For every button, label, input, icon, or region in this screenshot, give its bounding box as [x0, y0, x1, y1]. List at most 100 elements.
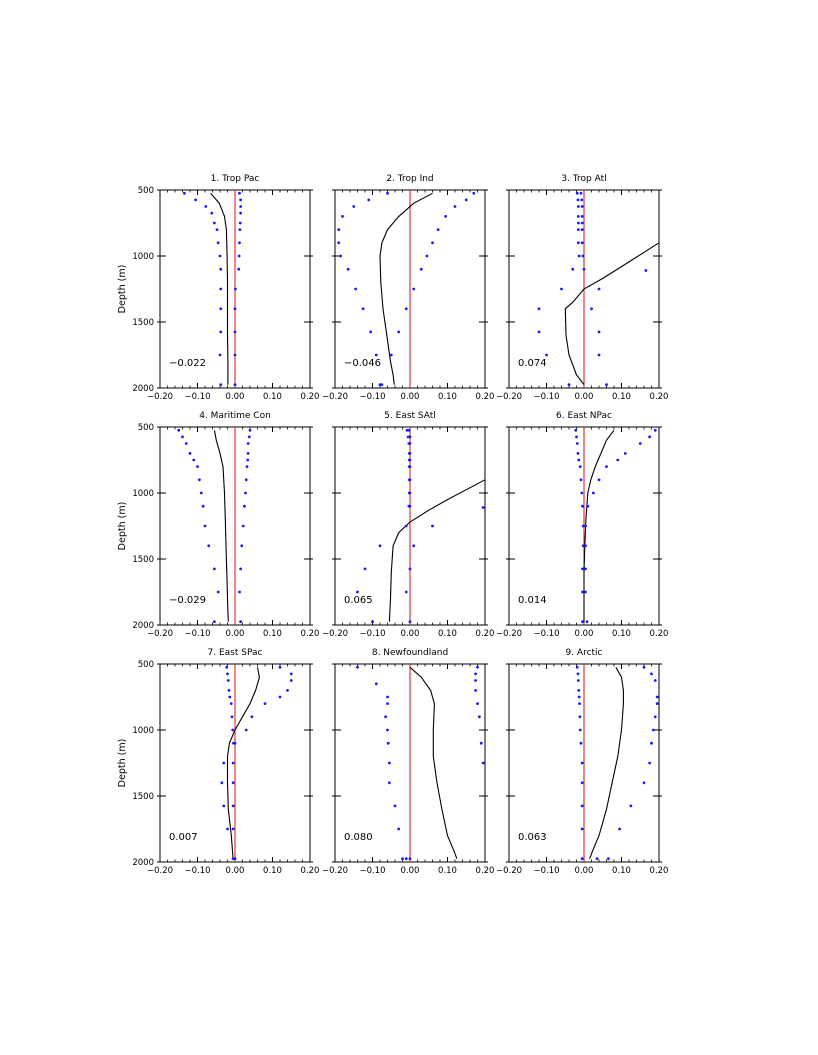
upper-bound-point	[233, 383, 237, 387]
x-tick-label: −0.20	[496, 866, 522, 876]
upper-bound-point	[582, 267, 586, 271]
lower-bound-point	[192, 458, 196, 462]
x-tick-label: −0.20	[147, 392, 173, 402]
upper-bound-point	[397, 330, 401, 334]
x-tick-label: 0.20	[650, 866, 669, 876]
upper-bound-point	[629, 804, 633, 808]
lower-bound-point	[222, 804, 226, 808]
lower-bound-point	[581, 567, 584, 571]
panel-3: 3. Trop Atl −0.20 −0.10 0.00 0.10 0.20 0.074	[496, 174, 669, 402]
lower-bound-point	[219, 383, 223, 387]
x-tick-label: −0.10	[533, 629, 559, 639]
upper-bound-point	[380, 383, 384, 387]
upper-bound-point	[474, 679, 478, 682]
upper-bound-point	[474, 672, 478, 676]
panel-title: 7. East SPac	[208, 648, 263, 658]
lower-bound-point	[393, 804, 397, 808]
panel-annotation: 0.014	[518, 595, 547, 606]
panel-title: 8. Newfoundland	[372, 648, 448, 658]
lower-bound-point	[225, 665, 229, 669]
upper-bound-point	[231, 781, 235, 785]
upper-bound-point	[239, 211, 243, 215]
lower-bound-point	[387, 761, 391, 765]
upper-bound-point	[476, 665, 479, 669]
x-tick-label: 0.00	[401, 392, 420, 402]
outlier-point	[644, 269, 648, 272]
upper-bound-point	[584, 590, 587, 594]
upper-bound-point	[238, 221, 242, 225]
upper-bound-point	[642, 781, 646, 785]
upper-bound-point	[278, 665, 282, 669]
lower-bound-point	[404, 857, 408, 861]
x-tick-label: 0.20	[476, 866, 495, 876]
mean-profile-line	[388, 479, 486, 622]
lower-bound-point	[337, 241, 341, 245]
upper-bound-point	[580, 241, 584, 245]
upper-bound-point	[389, 353, 393, 357]
lower-bound-point	[199, 491, 203, 495]
mean-profile-line	[583, 429, 615, 622]
panel-title: 5. East SAtl	[384, 411, 436, 421]
panel-title: 2. Trop Ind	[386, 174, 433, 184]
x-tick-label: −0.10	[184, 392, 210, 402]
y-axis-label: Depth (m)	[117, 265, 128, 314]
lower-bound-point	[181, 435, 184, 439]
x-tick-label: 0.20	[301, 866, 320, 876]
lower-bound-point	[537, 330, 541, 334]
upper-bound-point	[477, 715, 481, 719]
y-axis-label: Depth (m)	[117, 739, 128, 788]
upper-bound-point	[605, 465, 608, 468]
x-tick-label: −0.20	[147, 629, 173, 639]
lower-bound-point	[581, 544, 585, 548]
upper-bound-point	[606, 857, 610, 861]
lower-bound-point	[401, 857, 404, 861]
lower-bound-point	[397, 827, 401, 831]
panel-title: 4. Maritime Con	[199, 411, 271, 421]
lower-bound-point	[231, 728, 235, 732]
y-tick-label: 1000	[132, 252, 154, 262]
upper-bound-point	[244, 478, 248, 482]
lower-bound-point	[356, 590, 359, 594]
lower-bound-point	[571, 267, 575, 271]
lower-bound-point	[578, 728, 582, 732]
lower-bound-point	[219, 287, 223, 291]
lower-bound-point	[580, 827, 584, 831]
upper-bound-point	[580, 198, 584, 202]
x-tick-label: 0.00	[401, 866, 420, 876]
panel-title: 9. Arctic	[565, 648, 602, 658]
mean-profile-line	[213, 430, 229, 622]
lower-bound-point	[581, 504, 584, 508]
x-tick-label: −0.20	[322, 629, 348, 639]
upper-bound-point	[239, 567, 243, 571]
lower-bound-point	[210, 211, 214, 215]
lower-bound-point	[578, 715, 582, 719]
lower-bound-point	[228, 695, 232, 699]
lower-bound-point	[386, 741, 390, 745]
upper-bound-point	[238, 191, 241, 195]
lower-bound-point	[575, 435, 578, 439]
x-tick-label: 0.20	[301, 392, 320, 402]
upper-bound-point	[240, 544, 244, 548]
upper-bound-point	[585, 620, 589, 624]
upper-bound-point	[231, 761, 235, 765]
upper-bound-point	[233, 353, 237, 357]
lower-bound-point	[222, 761, 226, 765]
lower-bound-point	[218, 254, 222, 258]
lower-bound-point	[575, 442, 579, 445]
upper-bound-point	[408, 442, 412, 445]
panel-annotation: −0.029	[169, 595, 206, 606]
mean-profile-line	[564, 242, 660, 386]
x-tick-label: 0.20	[650, 629, 669, 639]
x-tick-label: 0.10	[612, 866, 631, 876]
lower-bound-point	[580, 491, 584, 495]
x-tick-label: 0.00	[401, 629, 420, 639]
upper-bound-point	[580, 221, 584, 225]
upper-bound-point	[586, 504, 590, 508]
lower-bound-point	[579, 478, 583, 482]
x-tick-label: 0.20	[650, 392, 669, 402]
lower-bound-point	[576, 228, 580, 232]
upper-bound-point	[642, 665, 646, 669]
upper-bound-point	[233, 857, 237, 861]
lower-bound-point	[352, 205, 356, 208]
x-tick-label: −0.10	[533, 392, 559, 402]
